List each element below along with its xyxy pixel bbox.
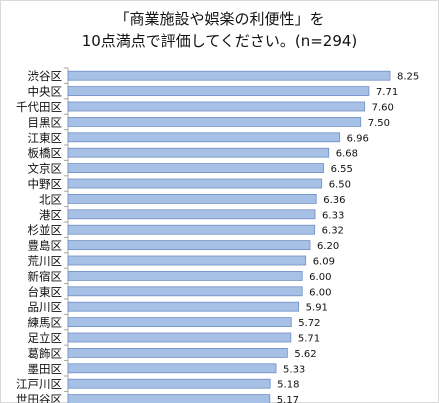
value-label: 6.36 xyxy=(323,195,345,206)
category-label: 中央区 xyxy=(28,85,63,99)
bar xyxy=(67,332,292,343)
value-label: 6.00 xyxy=(309,272,331,283)
category-label: 台東区 xyxy=(28,285,63,299)
category-label: 新宿区 xyxy=(28,269,63,283)
category-label: 千代田区 xyxy=(16,100,62,114)
category-label: 北区 xyxy=(39,192,62,206)
value-label: 6.20 xyxy=(317,241,339,252)
category-label: 足立区 xyxy=(28,331,63,345)
category-label: 目黒区 xyxy=(28,115,63,129)
value-label: 7.71 xyxy=(376,87,398,98)
value-label: 5.72 xyxy=(298,318,320,329)
value-label: 5.91 xyxy=(306,303,328,314)
category-label: 板橋区 xyxy=(28,146,63,160)
category-label: 練馬区 xyxy=(28,316,63,330)
value-label: 7.60 xyxy=(372,103,394,114)
category-label: 葛飾区 xyxy=(28,346,63,360)
category-label: 文京区 xyxy=(28,162,63,176)
bar xyxy=(67,117,362,127)
bar xyxy=(67,270,303,281)
bar xyxy=(67,147,330,158)
category-label: 豊島区 xyxy=(28,239,63,253)
bar xyxy=(67,178,323,189)
bar xyxy=(67,286,303,297)
value-label: 7.50 xyxy=(368,118,390,129)
bar xyxy=(67,86,370,96)
bar xyxy=(67,240,311,251)
bar xyxy=(67,394,271,403)
value-label: 6.00 xyxy=(309,287,331,298)
bar xyxy=(67,132,341,143)
value-label: 5.17 xyxy=(277,395,299,403)
category-label: 世田谷区 xyxy=(16,393,62,403)
bar xyxy=(67,209,316,220)
value-label: 5.71 xyxy=(298,334,320,345)
bar xyxy=(67,255,307,266)
bar xyxy=(67,347,288,358)
bar xyxy=(67,193,317,204)
chart-title-line-2: 10点満点で評価してください。(n=294) xyxy=(81,32,358,50)
category-label: 荒川区 xyxy=(28,254,63,268)
bar xyxy=(67,70,391,81)
value-label: 5.18 xyxy=(277,380,299,391)
bar xyxy=(67,317,292,328)
category-label: 江東区 xyxy=(28,131,63,145)
category-label: 港区 xyxy=(39,208,62,222)
value-label: 6.68 xyxy=(336,149,358,160)
value-label: 6.33 xyxy=(322,210,344,221)
bar xyxy=(67,378,271,389)
category-label: 杉並区 xyxy=(28,223,63,237)
bar xyxy=(67,301,300,312)
value-label: 6.50 xyxy=(329,180,351,191)
value-label: 5.62 xyxy=(294,349,316,360)
bar xyxy=(67,163,325,174)
bar xyxy=(67,363,277,374)
value-label: 6.32 xyxy=(322,226,344,237)
bar xyxy=(67,224,316,235)
category-label: 中野区 xyxy=(28,177,63,191)
value-label: 8.25 xyxy=(397,72,419,83)
chart-title: 「商業施設や娯楽の利便性」を 10点満点で評価してください。(n=294) xyxy=(0,8,439,52)
value-label: 6.09 xyxy=(313,257,335,268)
category-label: 渋谷区 xyxy=(28,69,63,83)
category-label: 江戸川区 xyxy=(16,377,62,391)
chart-title-line-1: 「商業施設や娯楽の利便性」を xyxy=(114,10,325,28)
category-label: 品川区 xyxy=(28,300,63,314)
bar xyxy=(67,101,366,112)
value-label: 5.33 xyxy=(283,364,305,375)
category-label: 墨田区 xyxy=(28,362,63,376)
value-label: 6.96 xyxy=(347,133,369,144)
value-label: 6.55 xyxy=(331,164,353,175)
